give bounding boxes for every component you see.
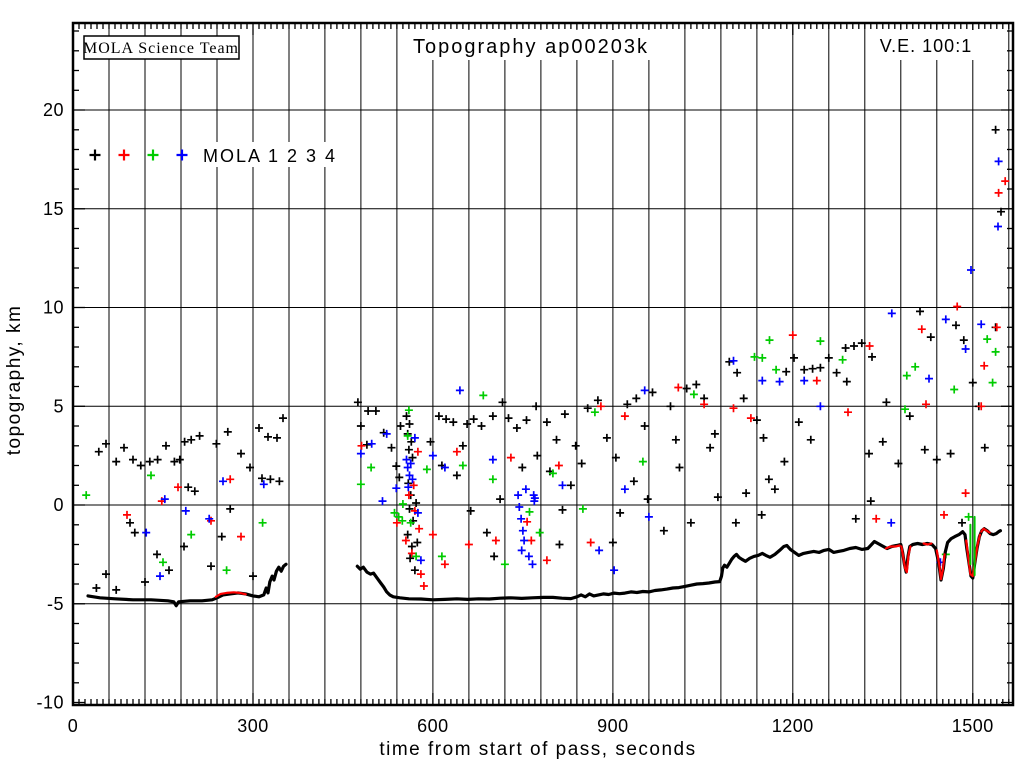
chart-title: Topography ap00203k [413, 36, 649, 58]
y-tick-label: 20 [43, 100, 64, 120]
ground-track-segment [900, 545, 912, 574]
ground-track-segment [86, 562, 288, 608]
credit-box [83, 35, 240, 60]
y-tick-label: 10 [43, 298, 64, 318]
y-tick-label: -10 [36, 693, 64, 713]
scatter-series-mola-1 [92, 125, 1005, 594]
title-backdrop [403, 30, 661, 60]
axis-ticks [72, 23, 1013, 705]
credit-text: MOLA Science Team [83, 40, 239, 57]
ve-backdrop [866, 30, 986, 60]
legend-markers [89, 149, 188, 161]
ground-track-segment [980, 527, 991, 534]
x-tick-label: 1200 [772, 716, 814, 736]
x-tick-label: 0 [68, 716, 79, 736]
legend-marker-mola-3 [147, 149, 159, 161]
legend-text-backdrop [197, 142, 335, 167]
scatter-series-mola-3 [82, 335, 1000, 575]
legend-marker-mola-2 [118, 149, 130, 161]
ground-track-segment [935, 549, 946, 581]
ground-track-segment [214, 591, 247, 598]
y-tick-label: -5 [47, 594, 64, 614]
y-axis-title: topography, km [4, 305, 25, 456]
y-tick-label: 0 [53, 495, 64, 515]
x-tick-label: 600 [417, 716, 449, 736]
ground-track-segment [884, 544, 901, 550]
x-tick-label: 900 [597, 716, 629, 736]
scatter-series-mola-4 [142, 157, 1003, 581]
legend-marker-mola-4 [176, 149, 188, 161]
x-tick-label: 1500 [952, 716, 994, 736]
legend-label: MOLA 1 2 3 4 [203, 146, 337, 166]
legend-marker-mola-1 [89, 149, 101, 161]
plot-frame [71, 21, 1015, 707]
ground-track-segment [922, 542, 933, 546]
chart-layers: 0 300 600 900 1200 1500 -10 -5 0 5 10 15 20 [36, 23, 1013, 736]
ground-track-segment [965, 533, 982, 578]
x-tick-label: 300 [237, 716, 269, 736]
x-axis-title: time from start of pass, seconds [379, 739, 696, 760]
ve-annotation: V.E. 100:1 [880, 36, 972, 56]
tick-labels: 0 300 600 900 1200 1500 -10 -5 0 5 10 15 20 [36, 100, 993, 736]
y-tick-label: 15 [43, 199, 64, 219]
scatter-series-mola-2 [123, 177, 1010, 590]
gridlines [73, 23, 1013, 705]
y-tick-label: 5 [53, 396, 64, 416]
